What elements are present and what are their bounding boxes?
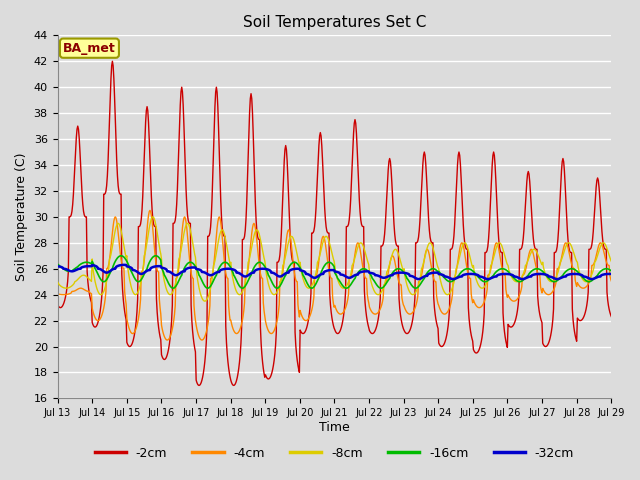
Text: BA_met: BA_met	[63, 42, 116, 55]
X-axis label: Time: Time	[319, 421, 350, 434]
Y-axis label: Soil Temperature (C): Soil Temperature (C)	[15, 153, 28, 281]
Title: Soil Temperatures Set C: Soil Temperatures Set C	[243, 15, 426, 30]
Legend: -2cm, -4cm, -8cm, -16cm, -32cm: -2cm, -4cm, -8cm, -16cm, -32cm	[90, 442, 579, 465]
